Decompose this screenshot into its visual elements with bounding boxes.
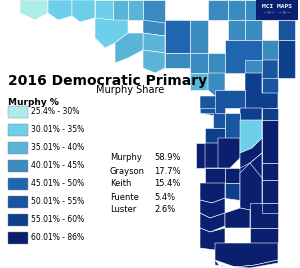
Polygon shape bbox=[245, 73, 278, 110]
Polygon shape bbox=[262, 0, 278, 20]
Text: Fuente: Fuente bbox=[110, 192, 139, 202]
Polygon shape bbox=[225, 168, 240, 183]
Polygon shape bbox=[143, 50, 165, 73]
Polygon shape bbox=[225, 208, 250, 228]
Polygon shape bbox=[95, 18, 128, 48]
Polygon shape bbox=[245, 60, 262, 73]
Polygon shape bbox=[262, 203, 278, 213]
Polygon shape bbox=[262, 108, 278, 120]
Text: Luster: Luster bbox=[110, 206, 136, 214]
Text: 2.6%: 2.6% bbox=[154, 206, 175, 214]
FancyBboxPatch shape bbox=[8, 214, 28, 226]
Polygon shape bbox=[200, 198, 225, 218]
Polygon shape bbox=[225, 113, 240, 138]
Text: 58.9%: 58.9% bbox=[154, 154, 181, 162]
Text: 45.01% - 50%: 45.01% - 50% bbox=[31, 180, 84, 188]
Polygon shape bbox=[48, 0, 72, 20]
Polygon shape bbox=[250, 203, 278, 228]
Polygon shape bbox=[262, 163, 278, 180]
Polygon shape bbox=[278, 40, 295, 78]
Polygon shape bbox=[128, 0, 143, 20]
Polygon shape bbox=[143, 20, 165, 36]
Text: 17.7%: 17.7% bbox=[154, 166, 181, 176]
Polygon shape bbox=[240, 108, 262, 138]
Polygon shape bbox=[200, 228, 225, 250]
Polygon shape bbox=[208, 0, 228, 20]
Polygon shape bbox=[250, 228, 278, 243]
Polygon shape bbox=[228, 20, 245, 40]
Text: ~≈~  ~≈~: ~≈~ ~≈~ bbox=[263, 10, 291, 16]
Text: 55.01% - 60%: 55.01% - 60% bbox=[31, 215, 84, 225]
Text: 60.01% - 86%: 60.01% - 86% bbox=[31, 233, 84, 243]
FancyBboxPatch shape bbox=[8, 106, 28, 118]
Text: 35.01% - 40%: 35.01% - 40% bbox=[31, 143, 84, 152]
Polygon shape bbox=[200, 108, 225, 128]
Polygon shape bbox=[240, 120, 262, 153]
Text: 5.4%: 5.4% bbox=[154, 192, 175, 202]
FancyBboxPatch shape bbox=[8, 196, 28, 208]
Text: Murphy: Murphy bbox=[110, 154, 142, 162]
Polygon shape bbox=[240, 153, 262, 186]
Polygon shape bbox=[278, 20, 295, 40]
FancyBboxPatch shape bbox=[8, 160, 28, 172]
Polygon shape bbox=[190, 20, 208, 53]
Polygon shape bbox=[278, 0, 295, 20]
Polygon shape bbox=[200, 213, 225, 232]
Polygon shape bbox=[113, 0, 128, 20]
FancyBboxPatch shape bbox=[256, 0, 298, 20]
Polygon shape bbox=[190, 53, 208, 73]
Polygon shape bbox=[72, 0, 95, 22]
FancyBboxPatch shape bbox=[8, 178, 28, 190]
Polygon shape bbox=[196, 143, 205, 168]
Polygon shape bbox=[143, 33, 165, 53]
Polygon shape bbox=[228, 0, 245, 20]
Polygon shape bbox=[245, 20, 262, 40]
Text: 2016 Democratic Primary: 2016 Democratic Primary bbox=[8, 74, 207, 88]
Polygon shape bbox=[115, 33, 143, 63]
Polygon shape bbox=[20, 0, 48, 20]
Polygon shape bbox=[215, 90, 245, 113]
Polygon shape bbox=[95, 0, 113, 20]
FancyBboxPatch shape bbox=[8, 232, 28, 244]
Polygon shape bbox=[240, 138, 262, 173]
Polygon shape bbox=[205, 128, 225, 143]
Polygon shape bbox=[262, 60, 278, 83]
Text: 40.01% - 45%: 40.01% - 45% bbox=[31, 162, 84, 170]
Polygon shape bbox=[200, 183, 225, 203]
Polygon shape bbox=[205, 168, 225, 183]
Text: 30.01% - 35%: 30.01% - 35% bbox=[31, 125, 84, 135]
Text: 15.4%: 15.4% bbox=[154, 180, 180, 188]
Polygon shape bbox=[225, 53, 245, 73]
Polygon shape bbox=[200, 90, 225, 116]
FancyBboxPatch shape bbox=[8, 142, 28, 154]
Polygon shape bbox=[262, 180, 278, 203]
Text: 50.01% - 55%: 50.01% - 55% bbox=[31, 198, 84, 207]
Polygon shape bbox=[215, 260, 278, 268]
Polygon shape bbox=[245, 0, 262, 20]
Polygon shape bbox=[190, 73, 208, 90]
Polygon shape bbox=[225, 183, 240, 200]
Text: Keith: Keith bbox=[110, 180, 131, 188]
Text: MCI MAPS: MCI MAPS bbox=[262, 5, 292, 9]
Text: Murphy Share: Murphy Share bbox=[96, 85, 164, 95]
Polygon shape bbox=[240, 178, 262, 210]
Polygon shape bbox=[215, 243, 278, 267]
Polygon shape bbox=[218, 138, 240, 168]
Polygon shape bbox=[262, 78, 278, 93]
Polygon shape bbox=[165, 20, 185, 36]
Polygon shape bbox=[262, 120, 278, 163]
Polygon shape bbox=[240, 163, 262, 210]
Text: Murphy %: Murphy % bbox=[8, 98, 59, 107]
Text: Grayson: Grayson bbox=[110, 166, 145, 176]
Polygon shape bbox=[208, 73, 225, 96]
Polygon shape bbox=[225, 40, 262, 73]
Polygon shape bbox=[165, 20, 190, 53]
Polygon shape bbox=[262, 40, 278, 60]
Text: 25.4% - 30%: 25.4% - 30% bbox=[31, 107, 80, 117]
Polygon shape bbox=[208, 53, 225, 73]
Polygon shape bbox=[143, 0, 165, 23]
FancyBboxPatch shape bbox=[8, 124, 28, 136]
Polygon shape bbox=[165, 53, 190, 68]
Polygon shape bbox=[205, 143, 225, 168]
